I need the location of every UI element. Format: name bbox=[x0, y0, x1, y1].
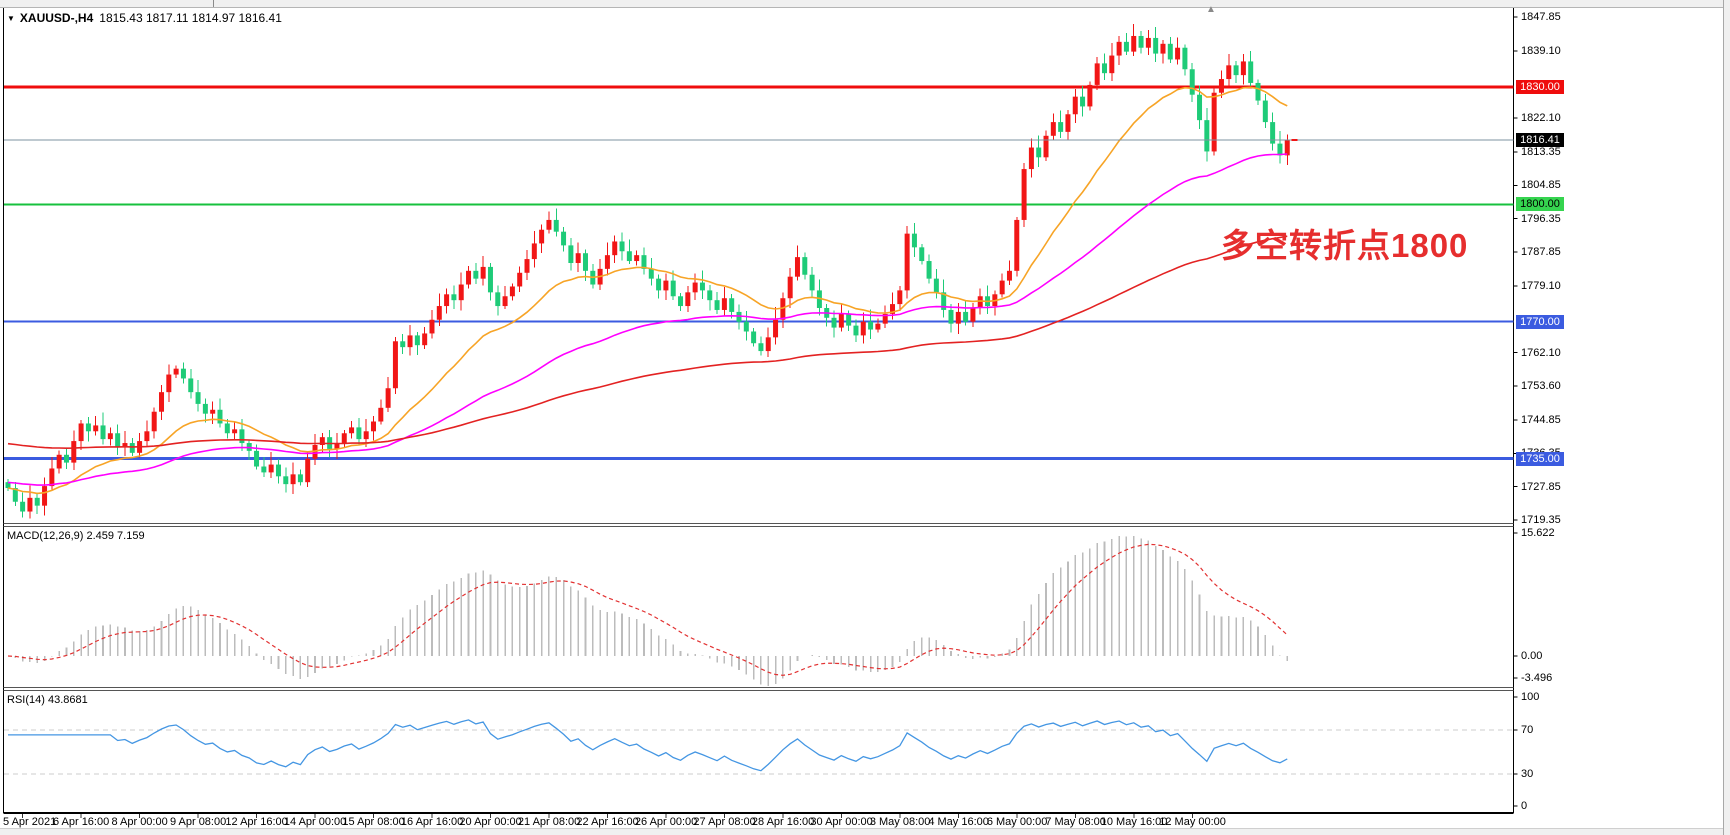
time-axis-label[interactable]: 28 Apr 16:00 bbox=[751, 816, 815, 828]
time-axis-label[interactable]: 10 May 16:00 bbox=[1100, 816, 1168, 828]
chart-annotation-text: 多空转折点1800 bbox=[1221, 227, 1469, 264]
quote-ohlc: 1815.43 1817.11 1814.97 1816.41 bbox=[99, 11, 282, 25]
price-tick-label: 1762.10 bbox=[1521, 346, 1561, 359]
price-tick-label: 1839.10 bbox=[1521, 45, 1561, 58]
time-axis-label[interactable]: 20 Apr 00:00 bbox=[459, 816, 522, 828]
time-axis-label[interactable]: 27 Apr 08:00 bbox=[693, 816, 756, 828]
price-tick-label: 1727.85 bbox=[1521, 480, 1561, 493]
price-line-label[interactable]: 1816.41 bbox=[1516, 133, 1564, 148]
rsi-indicator-label: RSI(14) 43.8681 bbox=[7, 694, 88, 706]
price-line-label[interactable]: 1800.00 bbox=[1516, 197, 1564, 212]
price-line-label[interactable]: 1770.00 bbox=[1516, 314, 1564, 329]
price-tick-label: 1804.85 bbox=[1521, 179, 1561, 192]
scroll-to-end-icon[interactable]: ▲ bbox=[1206, 4, 1216, 15]
time-axis-label[interactable]: 7 May 08:00 bbox=[1045, 816, 1106, 828]
time-axis-label[interactable]: 5 Apr 2021 bbox=[3, 816, 57, 828]
price-tick-label: 1753.60 bbox=[1521, 379, 1561, 392]
macd-axis-min: -3.496 bbox=[1521, 672, 1553, 684]
price-line-label[interactable]: 1735.00 bbox=[1516, 451, 1564, 466]
time-axis-label[interactable]: 9 Apr 08:00 bbox=[169, 816, 227, 828]
rsi-axis-70: 70 bbox=[1521, 724, 1534, 736]
time-axis-label[interactable]: 30 Apr 00:00 bbox=[810, 816, 873, 828]
time-axis-label[interactable]: 3 May 08:00 bbox=[869, 816, 931, 828]
time-axis-label[interactable]: 21 Apr 08:00 bbox=[517, 816, 581, 828]
time-axis-label[interactable]: 4 May 16:00 bbox=[928, 816, 989, 828]
symbol-timeframe: XAUUSD-,H4 bbox=[19, 11, 94, 25]
time-axis-label[interactable]: 6 Apr 16:00 bbox=[52, 816, 110, 828]
time-axis-label[interactable]: 14 Apr 00:00 bbox=[283, 816, 347, 828]
time-axis-label[interactable]: 22 Apr 16:00 bbox=[576, 816, 639, 828]
price-tick-label: 1779.10 bbox=[1521, 280, 1561, 293]
price-tick-label: 1813.35 bbox=[1521, 146, 1561, 159]
macd-axis-zero: 0.00 bbox=[1521, 650, 1543, 662]
rsi-axis-30: 30 bbox=[1521, 768, 1534, 780]
rsi-axis-0: 0 bbox=[1521, 800, 1528, 812]
time-axis-label[interactable]: 12 Apr 16:00 bbox=[225, 816, 288, 828]
price-tick-label: 1847.85 bbox=[1521, 11, 1561, 23]
price-tick-label: 1822.10 bbox=[1521, 111, 1561, 124]
price-line-label[interactable]: 1830.00 bbox=[1516, 79, 1564, 94]
symbol-dropdown-icon[interactable]: ▼ bbox=[7, 14, 15, 23]
time-axis-label[interactable]: 6 May 00:00 bbox=[986, 816, 1048, 828]
time-axis-label[interactable]: 26 Apr 00:00 bbox=[634, 816, 698, 828]
time-axis-label[interactable]: 15 Apr 08:00 bbox=[342, 816, 405, 828]
price-tick-label: 1796.35 bbox=[1521, 212, 1561, 225]
time-axis-label[interactable]: 16 Apr 16:00 bbox=[400, 816, 464, 828]
time-axis-label[interactable]: 8 Apr 00:00 bbox=[111, 816, 168, 828]
time-axis-label[interactable]: 12 May 00:00 bbox=[1159, 816, 1226, 828]
rsi-axis-100: 100 bbox=[1521, 691, 1540, 703]
price-tick-label: 1719.35 bbox=[1521, 513, 1561, 526]
chart-title: ▼ XAUUSD-,H4 1815.43 1817.11 1814.97 1816.… bbox=[7, 11, 282, 25]
macd-indicator-label: MACD(12,26,9) 2.459 7.159 bbox=[7, 530, 145, 542]
macd-axis-max: 15.622 bbox=[1521, 527, 1555, 539]
price-tick-label: 1787.85 bbox=[1521, 245, 1561, 258]
price-tick-label: 1744.85 bbox=[1521, 414, 1561, 427]
